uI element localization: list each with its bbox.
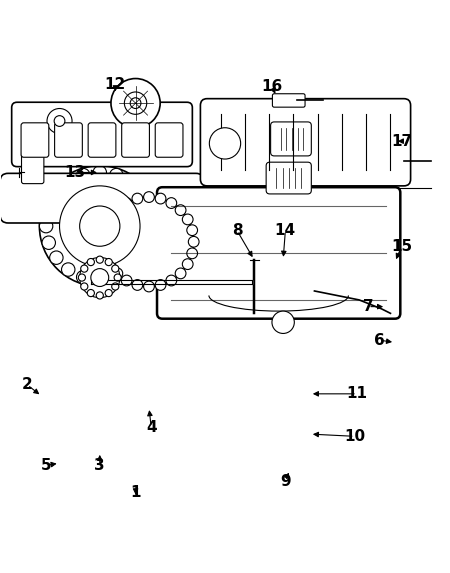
Text: 3: 3	[94, 458, 105, 473]
Circle shape	[272, 311, 294, 333]
Circle shape	[166, 275, 177, 286]
Circle shape	[62, 176, 75, 190]
Text: 9: 9	[280, 473, 291, 489]
Circle shape	[175, 268, 186, 279]
Circle shape	[105, 258, 112, 266]
Circle shape	[155, 280, 166, 291]
Circle shape	[105, 259, 116, 269]
Circle shape	[62, 263, 75, 276]
FancyBboxPatch shape	[266, 162, 311, 194]
Circle shape	[189, 237, 199, 247]
FancyBboxPatch shape	[12, 102, 192, 167]
Circle shape	[125, 263, 138, 276]
Circle shape	[124, 92, 147, 115]
FancyBboxPatch shape	[200, 99, 410, 186]
Circle shape	[182, 214, 193, 225]
Circle shape	[76, 168, 90, 182]
Text: 5: 5	[41, 458, 51, 473]
Circle shape	[112, 265, 119, 272]
Circle shape	[78, 274, 86, 281]
Circle shape	[59, 186, 140, 266]
Circle shape	[110, 168, 123, 182]
Circle shape	[121, 198, 132, 209]
Circle shape	[76, 270, 90, 284]
FancyBboxPatch shape	[21, 123, 49, 157]
Text: 15: 15	[391, 239, 412, 254]
Text: 14: 14	[275, 223, 296, 238]
Circle shape	[155, 193, 166, 204]
Circle shape	[50, 188, 63, 201]
Circle shape	[93, 273, 107, 286]
Circle shape	[110, 270, 123, 284]
Circle shape	[87, 258, 94, 266]
Circle shape	[96, 256, 104, 263]
Circle shape	[100, 225, 111, 236]
Circle shape	[104, 197, 194, 286]
Circle shape	[40, 166, 160, 286]
Circle shape	[91, 269, 109, 286]
Circle shape	[105, 289, 112, 297]
Circle shape	[147, 219, 160, 233]
Text: 1: 1	[130, 485, 141, 500]
Circle shape	[144, 203, 158, 216]
FancyBboxPatch shape	[0, 174, 204, 223]
Circle shape	[136, 251, 150, 264]
Circle shape	[99, 237, 110, 247]
Circle shape	[111, 79, 160, 128]
Circle shape	[42, 203, 55, 216]
FancyBboxPatch shape	[157, 187, 400, 319]
Circle shape	[166, 198, 177, 209]
Circle shape	[112, 205, 123, 215]
Circle shape	[42, 236, 55, 249]
Circle shape	[175, 205, 186, 215]
Circle shape	[209, 128, 241, 159]
Circle shape	[80, 206, 120, 246]
Text: 7: 7	[363, 299, 374, 314]
Circle shape	[81, 283, 88, 290]
Circle shape	[81, 265, 88, 272]
Circle shape	[136, 188, 150, 201]
Circle shape	[96, 292, 104, 299]
Text: 10: 10	[344, 429, 365, 444]
Circle shape	[187, 248, 198, 259]
Circle shape	[114, 274, 121, 281]
Text: 2: 2	[22, 378, 33, 393]
FancyBboxPatch shape	[122, 123, 149, 157]
FancyBboxPatch shape	[54, 123, 82, 157]
Circle shape	[132, 280, 143, 291]
Circle shape	[132, 193, 143, 204]
FancyBboxPatch shape	[270, 122, 311, 156]
Circle shape	[47, 108, 72, 134]
Circle shape	[144, 281, 154, 292]
Text: 6: 6	[374, 333, 385, 348]
Circle shape	[125, 176, 138, 190]
Text: 8: 8	[232, 223, 243, 238]
Circle shape	[121, 275, 132, 286]
Circle shape	[130, 98, 141, 108]
Text: 17: 17	[391, 134, 412, 148]
Circle shape	[112, 268, 123, 279]
Circle shape	[80, 257, 120, 298]
Text: 11: 11	[346, 386, 368, 401]
Circle shape	[182, 259, 193, 269]
Circle shape	[54, 116, 65, 127]
Circle shape	[87, 289, 94, 297]
Circle shape	[105, 214, 116, 225]
FancyBboxPatch shape	[22, 152, 44, 183]
Circle shape	[100, 248, 111, 259]
Circle shape	[50, 251, 63, 264]
Circle shape	[93, 166, 107, 179]
Text: 12: 12	[105, 77, 126, 92]
FancyBboxPatch shape	[155, 123, 183, 157]
Text: 16: 16	[261, 79, 283, 93]
Circle shape	[112, 283, 119, 290]
Text: 13: 13	[65, 165, 86, 180]
Circle shape	[40, 219, 53, 233]
FancyBboxPatch shape	[272, 94, 305, 107]
Circle shape	[187, 225, 198, 236]
FancyBboxPatch shape	[88, 123, 116, 157]
Circle shape	[144, 236, 158, 249]
Circle shape	[144, 192, 154, 202]
Text: 4: 4	[146, 420, 157, 435]
